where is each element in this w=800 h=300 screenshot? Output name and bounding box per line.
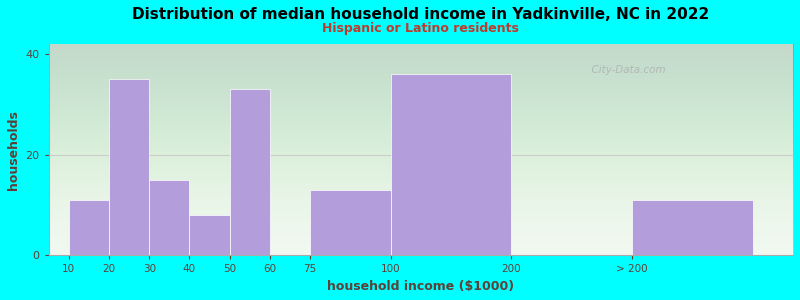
Bar [390,74,511,256]
Bar [310,190,390,256]
Text: Hispanic or Latino residents: Hispanic or Latino residents [322,22,519,35]
Bar [69,200,109,256]
Bar [632,200,753,256]
Text: City-Data.com: City-Data.com [585,65,666,75]
Bar [150,180,190,256]
Bar [190,215,230,256]
Title: Distribution of median household income in Yadkinville, NC in 2022: Distribution of median household income … [132,7,710,22]
Bar [109,79,150,256]
Bar [230,89,270,256]
X-axis label: household income ($1000): household income ($1000) [327,280,514,293]
Y-axis label: households: households [7,110,20,190]
